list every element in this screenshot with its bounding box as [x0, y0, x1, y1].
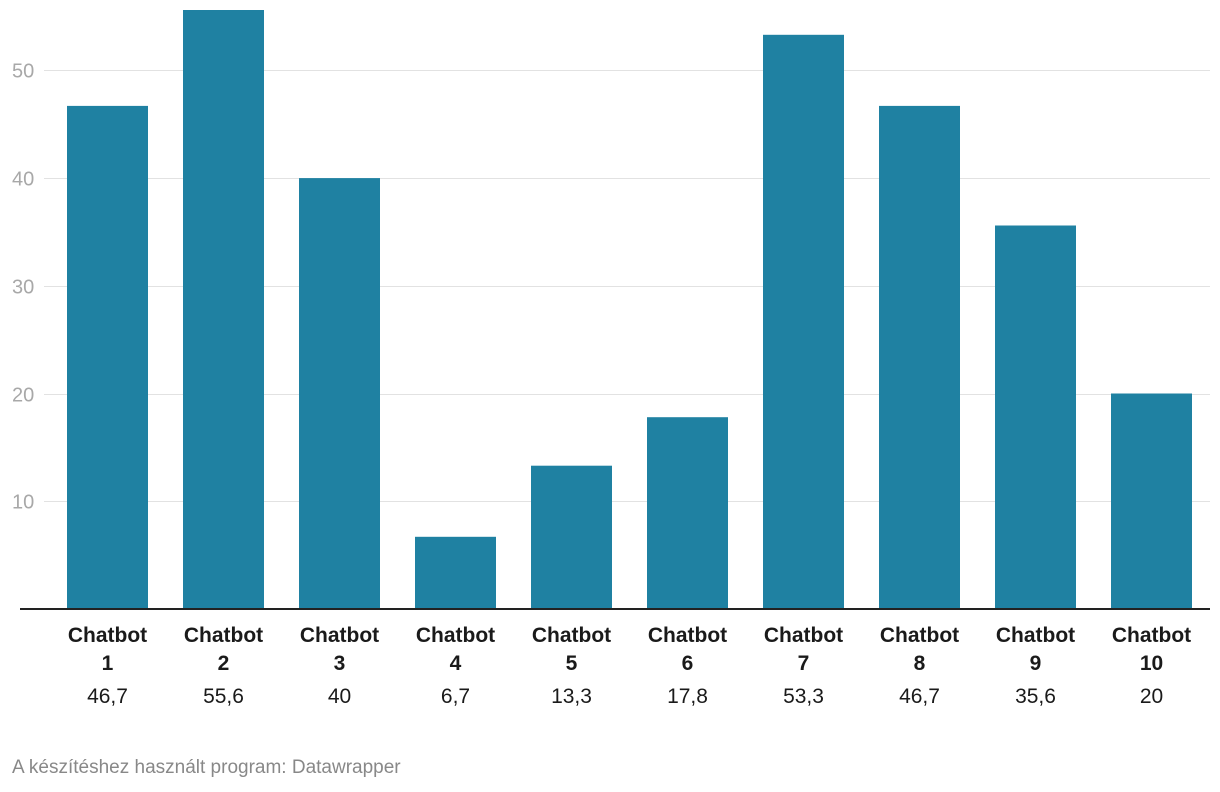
y-tick-label: 20: [12, 385, 34, 407]
category-label-line2: 3: [334, 652, 346, 675]
category-label-line2: 4: [450, 652, 462, 675]
category-label-line1: Chatbot: [416, 624, 495, 647]
bar-chatbot-7: [763, 34, 844, 610]
value-label: 6,7: [441, 685, 470, 708]
category-label-line1: Chatbot: [300, 624, 379, 647]
category-label-line1: Chatbot: [532, 624, 611, 647]
value-label: 35,6: [1015, 685, 1056, 708]
category-label-line1: Chatbot: [184, 624, 263, 647]
category-label-line2: 9: [1030, 652, 1042, 675]
value-label: 55,6: [203, 685, 244, 708]
value-label: 46,7: [899, 685, 940, 708]
bar-chatbot-9: [995, 225, 1076, 609]
value-label: 20: [1140, 685, 1163, 708]
bar-chatbot-8: [879, 105, 960, 610]
value-label: 13,3: [551, 685, 592, 708]
y-tick-label: 40: [12, 169, 34, 191]
y-tick-label: 10: [12, 492, 34, 514]
value-label: 53,3: [783, 685, 824, 708]
category-label-line2: 8: [914, 652, 926, 675]
value-label: 17,8: [667, 685, 708, 708]
bar-chatbot-1: [67, 105, 148, 610]
category-label-line1: Chatbot: [68, 624, 147, 647]
category-label-line2: 6: [682, 652, 694, 675]
bars: [67, 10, 1192, 610]
source-credit: A készítéshez használt program: Datawrap…: [12, 757, 401, 778]
bar-chatbot-10: [1111, 393, 1192, 609]
category-label-line1: Chatbot: [996, 624, 1075, 647]
y-tick-label: 50: [12, 61, 34, 83]
category-label-line2: 2: [218, 652, 230, 675]
category-label-line2: 1: [102, 652, 114, 675]
category-label-line1: Chatbot: [880, 624, 959, 647]
category-label-line2: 7: [798, 652, 810, 675]
bar-chatbot-3: [299, 178, 380, 609]
bar-chatbot-6: [647, 417, 728, 609]
category-label-line2: 10: [1140, 652, 1163, 675]
value-label: 46,7: [87, 685, 128, 708]
y-tick-label: 30: [12, 277, 34, 299]
bar-chatbot-4: [415, 536, 496, 609]
category-label-line1: Chatbot: [648, 624, 727, 647]
category-label-line1: Chatbot: [1112, 624, 1191, 647]
category-labels: Chatbot146,7Chatbot255,6Chatbot340Chatbo…: [68, 624, 1191, 708]
category-label-line2: 5: [566, 652, 578, 675]
bar-chatbot-2: [183, 10, 264, 609]
category-label-line1: Chatbot: [764, 624, 843, 647]
value-label: 40: [328, 685, 351, 708]
bar-chatbot-5: [531, 465, 612, 609]
